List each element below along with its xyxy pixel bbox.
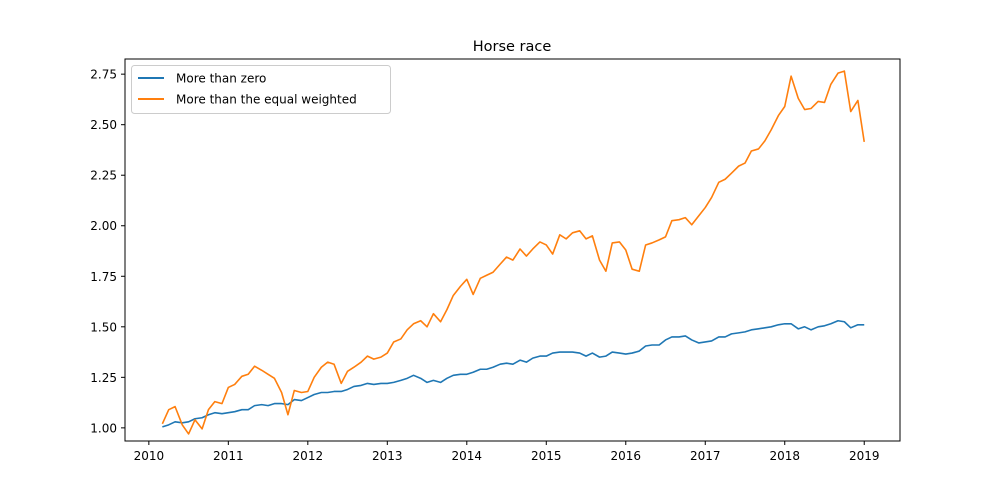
x-tick-label: 2016 [610,449,641,463]
y-tick-label: 1.00 [90,421,117,435]
x-tick-label: 2010 [134,449,165,463]
y-axis: 1.00 1.25 1.50 1.75 2.00 2.25 2.50 2.75 [90,68,125,435]
x-tick-label: 2012 [293,449,324,463]
x-tick-label: 2013 [372,449,403,463]
chart-title: Horse race [473,39,552,55]
y-tick-label: 2.00 [90,219,117,233]
x-tick-label: 2019 [849,449,880,463]
series-layer [161,70,866,435]
y-tick-label: 2.75 [90,68,117,82]
legend-box [131,65,391,114]
x-tick-label: 2018 [769,449,800,463]
legend-label-more-than-zero: More than zero [176,72,266,86]
y-tick-label: 1.50 [90,320,117,334]
x-tick-label: 2014 [452,449,483,463]
y-tick-label: 1.75 [90,270,117,284]
series-line-more-than-the-equal-weighted [161,70,866,435]
axes-frame [124,58,901,442]
legend-label-more-than-equal-weighted: More than the equal weighted [176,93,357,107]
x-tick-label: 2015 [531,449,562,463]
y-tick-label: 2.50 [90,118,117,132]
series-line-more-than-zero [162,319,865,428]
y-tick-label: 1.25 [90,371,117,385]
plot-area: 2010 2011 2012 2013 2014 2015 2016 2017 2018 2019… [90,58,901,463]
x-tick-label: 2011 [213,449,244,463]
y-tick-label: 2.25 [90,169,117,183]
legend: More than zero More than the equal weigh… [131,65,391,114]
x-tick-label: 2017 [690,449,721,463]
x-axis: 2010 2011 2012 2013 2014 2015 2016 2017 2018 2019 [134,441,880,463]
